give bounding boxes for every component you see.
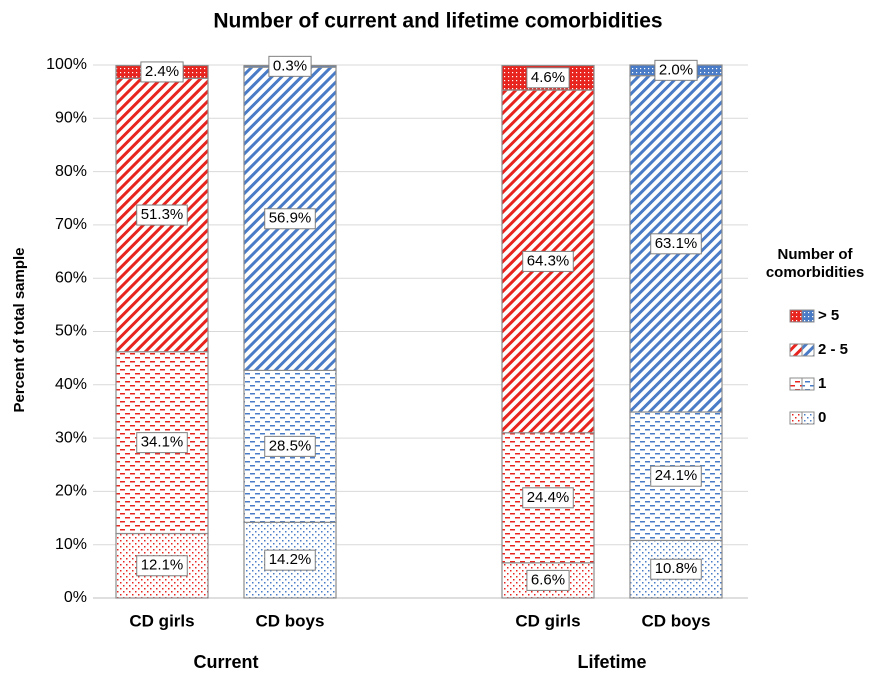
- value-label-box: [268, 55, 312, 77]
- y-tick-label: 60%: [55, 269, 87, 286]
- legend-swatch: [789, 309, 803, 323]
- legend-swatch: [801, 411, 815, 425]
- value-label: 28.5%: [264, 435, 316, 457]
- value-label-box: [140, 61, 184, 83]
- value-label-text: 51.3%: [141, 206, 184, 223]
- value-label-box: [136, 432, 188, 454]
- value-label-box: [522, 487, 574, 509]
- value-label-box: [136, 204, 188, 226]
- y-tick-label: 10%: [55, 536, 87, 553]
- value-label-box: [526, 67, 570, 89]
- value-label-box: [650, 465, 702, 487]
- value-label-box: [264, 435, 316, 457]
- value-label-text: 63.1%: [655, 235, 698, 252]
- legend-label: 0: [818, 409, 826, 426]
- value-label-text: 4.6%: [531, 69, 565, 86]
- value-label-text: 2.4%: [145, 63, 179, 80]
- value-label: 56.9%: [264, 208, 316, 230]
- value-label: 14.2%: [264, 549, 316, 571]
- legend-label: > 5: [818, 307, 839, 324]
- group-label: Current: [193, 652, 258, 672]
- y-tick-label: 50%: [55, 323, 87, 340]
- y-tick-label: 100%: [46, 56, 87, 73]
- y-tick-label: 20%: [55, 483, 87, 500]
- value-label-text: 24.4%: [527, 489, 570, 506]
- value-label-text: 14.2%: [269, 551, 312, 568]
- chart-title: Number of current and lifetime comorbidi…: [213, 10, 662, 33]
- value-label-text: 24.1%: [655, 467, 698, 484]
- value-label-box: [650, 233, 702, 255]
- legend-swatch: [789, 377, 803, 391]
- y-tick-label: 80%: [55, 163, 87, 180]
- value-label: 24.4%: [522, 487, 574, 509]
- y-tick-label: 90%: [55, 110, 87, 127]
- value-label: 2.0%: [654, 59, 698, 81]
- value-label-text: 2.0%: [659, 61, 693, 78]
- value-label-text: 10.8%: [655, 560, 698, 577]
- legend-swatch: [789, 343, 803, 357]
- group-label: Lifetime: [577, 652, 646, 672]
- value-label: 4.6%: [526, 67, 570, 89]
- legend-label: 2 - 5: [818, 341, 848, 358]
- y-tick-label: 40%: [55, 376, 87, 393]
- value-label-box: [264, 208, 316, 230]
- value-label-box: [522, 250, 574, 272]
- legend-swatch: [801, 309, 815, 323]
- value-label-box: [654, 59, 698, 81]
- value-label: 63.1%: [650, 233, 702, 255]
- y-tick-label: 30%: [55, 429, 87, 446]
- value-label-box: [650, 558, 702, 580]
- x-tick-label: CD girls: [515, 611, 580, 630]
- value-label-box: [136, 555, 188, 577]
- value-label-text: 34.1%: [141, 434, 184, 451]
- value-label: 10.8%: [650, 558, 702, 580]
- value-label: 34.1%: [136, 432, 188, 454]
- legend-swatch: [801, 343, 815, 357]
- value-label: 2.4%: [140, 61, 184, 83]
- value-label: 6.6%: [526, 569, 570, 591]
- value-label-text: 6.6%: [531, 571, 565, 588]
- bar-segment: [629, 411, 723, 542]
- x-tick-label: CD boys: [642, 611, 711, 630]
- legend-swatch: [801, 377, 815, 391]
- y-axis-label: Percent of total sample: [11, 247, 28, 412]
- value-label-box: [526, 569, 570, 591]
- value-label: 12.1%: [136, 555, 188, 577]
- value-label-text: 28.5%: [269, 437, 312, 454]
- legend-swatch: [789, 411, 803, 425]
- value-label-text: 64.3%: [527, 252, 570, 269]
- legend-label: 1: [818, 375, 826, 392]
- value-label-text: 56.9%: [269, 210, 312, 227]
- legend-title: Number of comorbidities: [765, 246, 865, 281]
- value-label-text: 0.3%: [273, 57, 307, 74]
- y-tick-label: 0%: [64, 589, 87, 606]
- value-label: 64.3%: [522, 250, 574, 272]
- x-tick-label: CD girls: [129, 611, 194, 630]
- value-label-box: [264, 549, 316, 571]
- value-label: 24.1%: [650, 465, 702, 487]
- y-tick-label: 70%: [55, 216, 87, 233]
- value-label: 0.3%: [268, 55, 312, 77]
- value-label-text: 12.1%: [141, 557, 184, 574]
- x-tick-label: CD boys: [256, 611, 325, 630]
- value-label: 51.3%: [136, 204, 188, 226]
